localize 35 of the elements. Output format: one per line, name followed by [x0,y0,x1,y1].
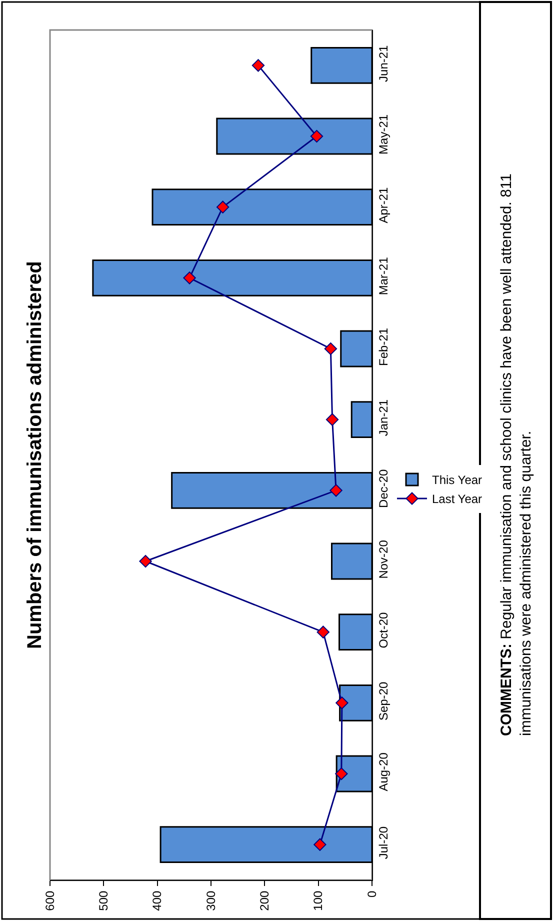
x-tick-label: 0 [364,890,379,898]
y-tick-label: Jul-20 [376,826,390,860]
y-tick-label: Feb-21 [376,328,390,366]
legend-label: This Year [432,473,482,488]
point [183,272,196,284]
y-tick-label: Oct-20 [376,612,390,648]
y-tick-label: Jun-21 [376,44,390,82]
point [330,484,342,497]
point [326,413,339,426]
point [252,59,265,72]
y-tick-label: Dec-20 [376,468,390,508]
x-tick-label: 500 [96,890,111,911]
x-tick-label: 300 [204,890,218,911]
y-tick-label: Apr-21 [376,186,390,224]
y-tick-label: Mar-21 [376,256,390,296]
point [324,342,338,356]
y-tick-label: Aug-20 [376,752,390,792]
point [316,626,330,638]
y-tick-label: Sep-20 [376,681,390,720]
point [336,696,348,710]
x-tick-label: 200 [258,890,272,911]
y-tick-label: May-21 [376,114,390,154]
point [310,130,324,143]
point [139,554,152,568]
text: Numbers of immunisations administered [24,261,46,649]
x-tick-label: 100 [311,890,326,911]
y-tick-label: Jan-21 [376,399,390,436]
text: COMMENTS: Regular immunisation and school clinics have been well attended. 811 immunisations were administered this quarter. [498,173,534,736]
x-tick-label: 400 [150,890,164,911]
point [314,838,326,851]
point [216,200,230,214]
point [335,767,348,780]
legend-label: Last Year [432,492,482,506]
x-tick-label: 600 [42,890,57,911]
y-tick-label: Nov-20 [376,540,390,579]
